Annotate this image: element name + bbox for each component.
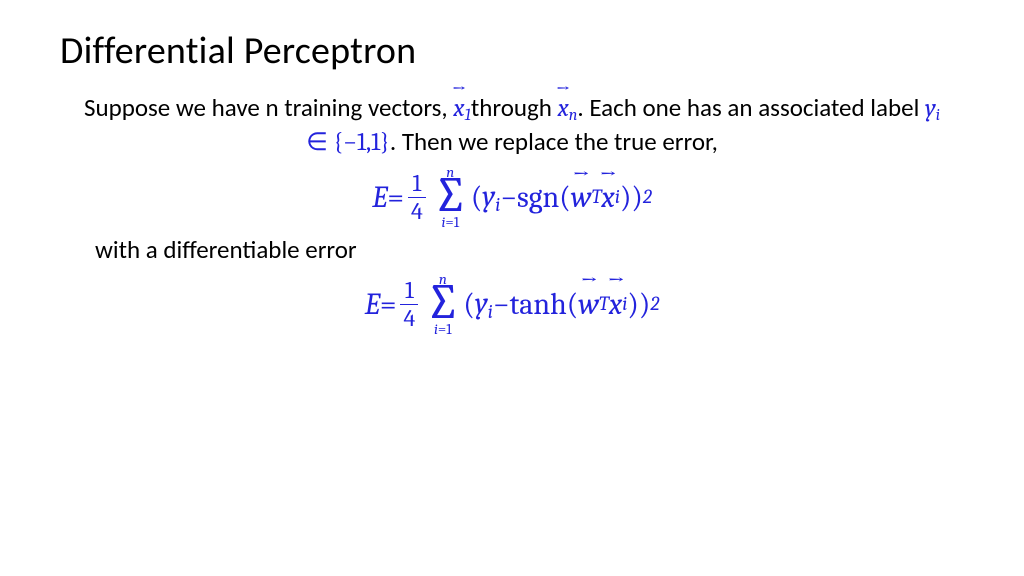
close-paren: ) — [631, 179, 642, 217]
vec-w-b: w — [578, 286, 599, 324]
minus-b: − — [493, 286, 510, 324]
summation-b: n ∑ i=1 — [425, 272, 460, 338]
yi-term-b: yi — [475, 285, 493, 324]
math-x1: x1 — [453, 94, 471, 123]
close-paren-2: ) — [620, 179, 631, 217]
intro-through: through — [471, 92, 558, 123]
equation-true-error: E = 1 4 n ∑ i=1 (yi − sgn(wTxi))2 — [60, 165, 964, 231]
vec-x1: x — [453, 93, 464, 124]
squared-b: 2 — [650, 292, 659, 316]
sum-lower-eq: = — [445, 213, 453, 231]
sum-lower-1: 1 — [454, 213, 459, 231]
intro-text-1: Suppose we have n training vectors, — [84, 92, 453, 123]
sub-yi: i — [936, 106, 940, 125]
slide-body: Suppose we have n training vectors, x1th… — [60, 92, 964, 337]
summation: n ∑ i=1 — [433, 165, 468, 231]
fraction-1-4-b: 1 4 — [400, 278, 418, 331]
after-text-1: with a differentiable error — [60, 234, 964, 265]
intro-paragraph: Suppose we have n training vectors, x1th… — [60, 92, 964, 159]
frac-den: 4 — [408, 199, 426, 224]
fraction-1-4: 1 4 — [408, 171, 426, 224]
minus: − — [500, 179, 517, 217]
open-paren-2: ( — [559, 179, 570, 217]
slide: Differential Perceptron Suppose we have … — [0, 0, 1024, 576]
close-paren-b: ) — [639, 286, 650, 324]
close-paren-2b: ) — [627, 286, 638, 324]
eq-E: E — [372, 179, 387, 217]
yi3: y — [475, 286, 488, 321]
sum-lower-eq-b: = — [438, 320, 446, 338]
intro-text-2: . Each one has an associated label — [577, 92, 925, 123]
open-paren-b: ( — [463, 286, 474, 324]
tanh-func: tanh — [510, 286, 567, 324]
vec-xi-b: x — [609, 286, 622, 324]
yi-term: yi — [482, 178, 500, 217]
math-xn: xn — [558, 94, 578, 123]
frac-den-b: 4 — [400, 306, 418, 331]
squared: 2 — [643, 185, 652, 209]
open-paren: ( — [471, 179, 482, 217]
eq-E-2: E — [365, 286, 380, 324]
yi: y — [925, 94, 936, 123]
sum-lower-b: i=1 — [434, 322, 452, 337]
sum-lower: i=1 — [441, 215, 459, 230]
open-paren-2b: ( — [567, 286, 578, 324]
frac-num-b: 1 — [402, 278, 417, 303]
sigma-icon-b: ∑ — [425, 285, 460, 321]
slide-title: Differential Perceptron — [60, 28, 964, 74]
vec-xn: x — [558, 93, 569, 124]
vec-xi: x — [601, 179, 614, 217]
eq-equals-2: = — [380, 286, 397, 324]
yi2: y — [482, 179, 495, 214]
sum-lower-1-b: 1 — [446, 320, 451, 338]
intro-text-3: . Then we replace the true error, — [390, 126, 718, 157]
vec-w: w — [571, 179, 592, 217]
sgn-func: sgn — [517, 179, 559, 217]
set-membership: ∈ {−1,1} — [306, 128, 390, 157]
equation-differentiable-error: E = 1 4 n ∑ i=1 (yi − tanh(wTxi))2 — [60, 272, 964, 338]
frac-num: 1 — [410, 171, 425, 196]
eq-equals: = — [387, 179, 404, 217]
sigma-icon: ∑ — [433, 178, 468, 214]
